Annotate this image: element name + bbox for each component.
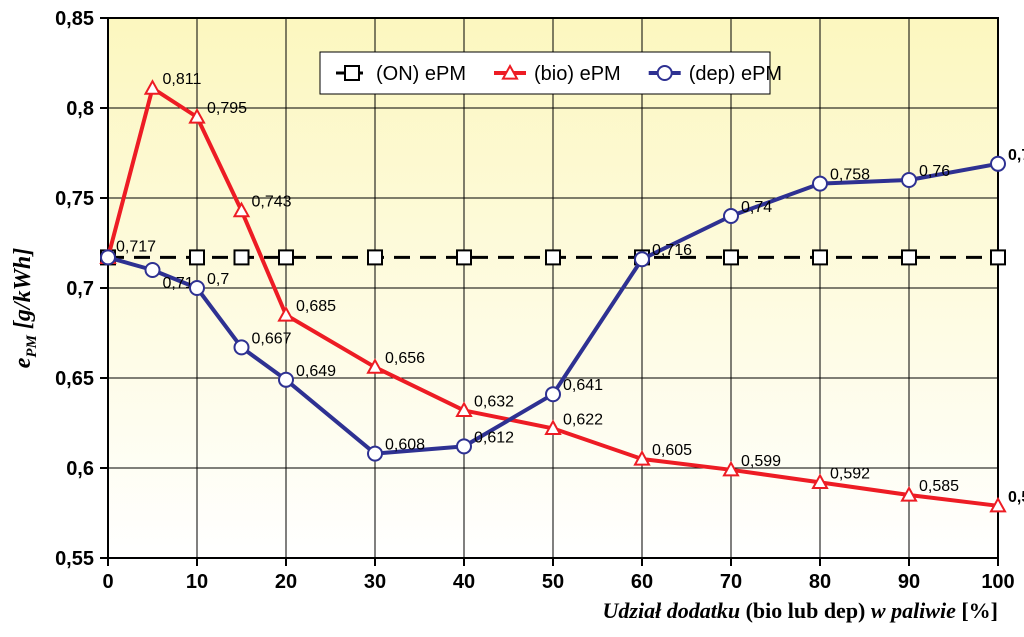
data-label: 0,811 [163,71,202,88]
data-label: 0,608 [385,437,425,454]
x-tick-label: 60 [631,571,653,593]
y-axis-title: ePM [g/kWh] [10,248,40,369]
data-label: 0,76 [919,163,950,180]
data-label: 0,758 [830,167,870,184]
data-label: 0,632 [474,393,514,410]
data-marker [235,250,249,264]
data-marker [457,439,471,453]
x-tick-label: 30 [364,571,386,593]
y-tick-label: 0,85 [55,8,94,30]
data-marker [902,173,916,187]
x-tick-label: 80 [809,571,831,593]
x-axis-title: Udział dodatku (bio lub dep) w paliwie [… [603,598,998,623]
data-marker [190,281,204,295]
legend-label: (ON) ePM [376,63,466,85]
x-tick-label: 20 [275,571,297,593]
data-label: 0,795 [207,100,247,117]
y-tick-label: 0,6 [66,458,94,480]
x-tick-label: 40 [453,571,475,593]
data-marker [813,177,827,191]
data-marker [813,250,827,264]
data-label: 0,605 [652,442,692,459]
data-marker [991,157,1005,171]
data-label: 0,716 [652,242,692,259]
data-label: 0,641 [563,377,603,394]
data-label: 0,585 [919,478,959,495]
data-label: 0,769 [1008,147,1024,164]
data-label: 0,599 [741,453,781,470]
data-marker [101,250,115,264]
y-tick-label: 0,8 [66,98,94,120]
data-label: 0,622 [563,411,603,428]
legend-label: (dep) ePM [689,63,782,85]
data-marker [457,250,471,264]
data-marker [279,250,293,264]
data-marker [902,250,916,264]
line-chart: 0 10 20 30 40 50 60 70 80 90 100 0,55 0,6 0,65 0,7 0,75… [0,0,1024,637]
data-label: 0,649 [296,363,336,380]
data-label: 0,667 [252,330,292,347]
data-label: 0,743 [252,194,292,211]
data-label: 0,592 [830,465,870,482]
data-marker [146,263,160,277]
y-tick-label: 0,65 [55,368,94,390]
data-marker [546,250,560,264]
data-marker [279,373,293,387]
data-label: 0,7 [207,271,229,288]
data-label: 0,717 [116,238,156,255]
x-tick-label: 0 [102,571,113,593]
data-label: 0,656 [385,350,425,367]
x-tick-label: 90 [898,571,920,593]
y-tick-label: 0,55 [55,548,94,570]
x-tick-label: 70 [720,571,742,593]
data-label: 0,74 [741,199,772,216]
data-label: 0,71 [163,275,194,292]
data-label: 0,579 [1008,489,1024,506]
data-marker [368,250,382,264]
data-marker [235,340,249,354]
data-marker [724,209,738,223]
x-tick-label: 100 [981,571,1014,593]
legend-label: (bio) ePM [534,63,621,85]
data-marker [724,250,738,264]
data-marker [190,250,204,264]
y-tick-label: 0,7 [66,278,94,300]
x-tick-label: 50 [542,571,564,593]
x-tick-label: 10 [186,571,208,593]
data-marker [368,447,382,461]
data-marker [546,387,560,401]
data-marker [991,250,1005,264]
data-marker [635,252,649,266]
data-label: 0,612 [474,429,514,446]
data-label: 0,685 [296,298,336,315]
y-tick-label: 0,75 [55,188,94,210]
svg-text:ePM [g/kWh]: ePM [g/kWh] [10,248,40,369]
data-marker [345,66,359,80]
data-marker [658,66,672,80]
